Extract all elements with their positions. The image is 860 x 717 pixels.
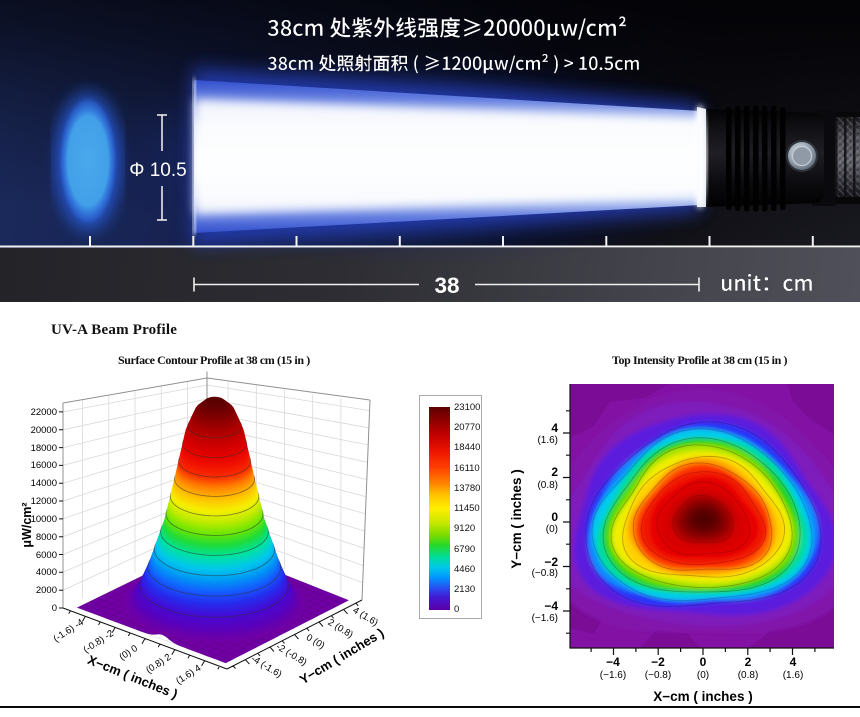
svg-text:-4 (-1.6): -4 (-1.6) — [249, 653, 284, 680]
svg-text:(-0.8) -2: (-0.8) -2 — [81, 628, 115, 656]
svg-text:−4: −4 — [544, 599, 558, 613]
svg-text:Φ 10.5: Φ 10.5 — [129, 160, 186, 181]
svg-text:8000: 8000 — [36, 532, 57, 543]
svg-text:10000: 10000 — [31, 514, 57, 525]
svg-text:18000: 18000 — [31, 443, 57, 454]
svg-text:−2: −2 — [651, 655, 665, 669]
svg-text:4000: 4000 — [36, 567, 57, 578]
svg-text:12000: 12000 — [31, 496, 57, 507]
svg-text:(0.8) 2: (0.8) 2 — [144, 652, 173, 676]
svg-text:16000: 16000 — [31, 460, 57, 471]
svg-text:2: 2 — [551, 465, 558, 479]
svg-text:(−1.6): (−1.6) — [532, 613, 558, 624]
svg-text:(−1.6): (−1.6) — [600, 670, 626, 681]
svg-text:−4: −4 — [606, 655, 620, 669]
svg-text:(0.8): (0.8) — [738, 670, 759, 681]
svg-text:20000: 20000 — [31, 425, 57, 436]
svg-text:X−cm ( inches ): X−cm ( inches ) — [653, 689, 752, 704]
svg-text:(0): (0) — [546, 524, 558, 535]
svg-text:μW/cm²: μW/cm² — [20, 502, 34, 547]
svg-text:(1.6) 4: (1.6) 4 — [174, 663, 203, 687]
svg-text:6000: 6000 — [36, 550, 57, 561]
svg-text:0: 0 — [52, 603, 57, 614]
svg-text:(−0.8): (−0.8) — [532, 568, 558, 579]
svg-text:38: 38 — [434, 273, 459, 298]
svg-text:(-1.6) -4: (-1.6) -4 — [51, 617, 85, 645]
svg-text:(1.6): (1.6) — [783, 670, 804, 681]
svg-text:2 (0.8): 2 (0.8) — [326, 617, 355, 641]
svg-text:0: 0 — [700, 655, 707, 669]
svg-text:-2 (-0.8): -2 (-0.8) — [274, 641, 309, 668]
svg-text:0: 0 — [551, 510, 558, 524]
svg-text:Y−cm ( inches ): Y−cm ( inches ) — [509, 469, 524, 568]
svg-text:4: 4 — [790, 655, 797, 669]
svg-text:(0.8): (0.8) — [537, 480, 558, 491]
svg-text:(1.6): (1.6) — [537, 435, 558, 446]
svg-text:0 (0): 0 (0) — [304, 632, 326, 651]
svg-text:4: 4 — [551, 421, 558, 435]
svg-text:(−0.8): (−0.8) — [645, 670, 671, 681]
svg-text:14000: 14000 — [31, 478, 57, 489]
svg-text:22000: 22000 — [31, 407, 57, 418]
svg-text:(0) 0: (0) 0 — [117, 643, 139, 663]
svg-text:2: 2 — [745, 655, 752, 669]
svg-text:(0): (0) — [697, 670, 709, 681]
svg-text:−2: −2 — [544, 555, 558, 569]
svg-text:2000: 2000 — [36, 585, 57, 596]
svg-text:4 (1.6): 4 (1.6) — [351, 605, 380, 629]
